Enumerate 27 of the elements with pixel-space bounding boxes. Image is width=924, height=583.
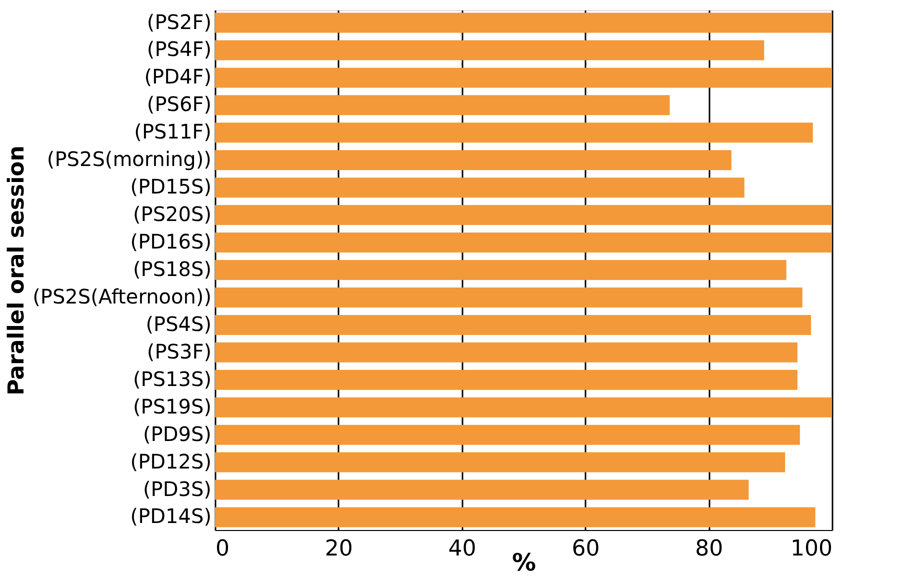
y-tick-label: (PD16S)	[130, 230, 212, 254]
y-tick-label: (PS2F)	[146, 10, 212, 34]
x-tick-label: 100	[790, 536, 832, 562]
y-tick-label: (PD15S)	[130, 174, 212, 199]
y-tick-label: (PS13S)	[132, 366, 212, 391]
y-tick-label: (PS2S(morning))	[46, 147, 212, 172]
x-tick-label: 60	[572, 536, 600, 562]
x-axis-title: %	[512, 548, 536, 576]
y-tick-label: (PS2S(Afternoon))	[32, 284, 212, 308]
y-tick-label: (PD4F)	[144, 64, 212, 89]
y-tick-label: (PD9S)	[143, 422, 212, 446]
x-tick-label: 20	[324, 536, 353, 562]
y-tick-label: (PS4F)	[146, 37, 212, 62]
x-tick-label: 40	[448, 536, 476, 562]
y-tick-label: (PS4S)	[146, 312, 212, 336]
y-tick-label: (PD12S)	[130, 449, 212, 474]
y-tick-label: (PD14S)	[130, 504, 212, 528]
y-tick-label: (PS18S)	[132, 257, 212, 281]
y-tick-label: (PS11F)	[134, 120, 212, 144]
x-tick-label: 0	[216, 536, 230, 562]
x-tick-label: 80	[695, 536, 724, 562]
y-tick-label: (PD3S)	[143, 476, 212, 501]
y-tick-label: (PS19S)	[132, 394, 212, 418]
y-tick-label: (PS6F)	[146, 92, 212, 116]
y-tick-label: (PS3F)	[146, 339, 212, 364]
y-tick-label: (PS20S)	[132, 202, 212, 226]
y-axis-title: Parallel oral session	[4, 146, 30, 396]
